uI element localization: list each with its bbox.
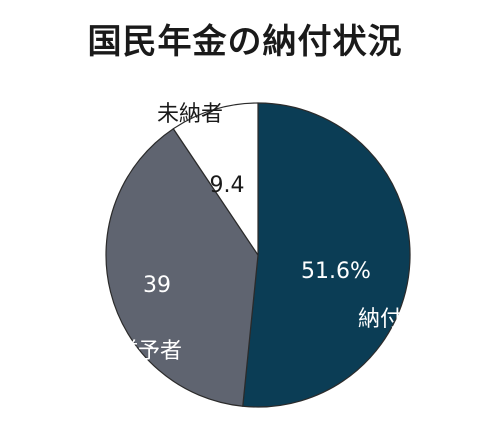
- pie-slice-exempt: [105, 128, 259, 407]
- category-label-paid: 納付者: [358, 307, 424, 332]
- value-label-unpaid: 9.4: [210, 173, 245, 198]
- pie-slice-unpaid: [172, 102, 259, 256]
- chart-title: 国民年金の納付状況: [87, 22, 403, 62]
- pie-slice-paid: [242, 102, 411, 408]
- pie-slices: [105, 102, 411, 408]
- pie-labels: 51.6% 納付者 39 免除・猶予者 9.4 未納者: [50, 102, 424, 364]
- category-label-exempt: 免除・猶予者: [50, 339, 182, 364]
- value-label-exempt: 39: [143, 273, 171, 298]
- category-label-unpaid: 未納者: [157, 102, 223, 127]
- value-label-paid: 51.6%: [301, 259, 371, 284]
